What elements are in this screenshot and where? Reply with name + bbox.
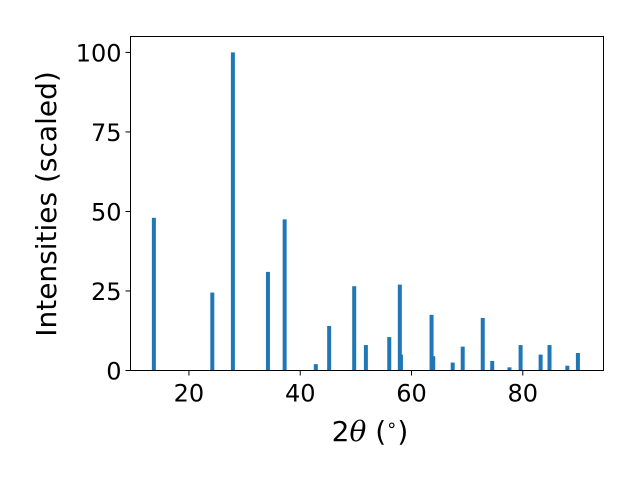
bar-16 — [480, 318, 485, 371]
y-tick-label-75: 75 — [91, 119, 122, 147]
x-tick-label-20: 20 — [174, 380, 205, 408]
bar-4 — [282, 219, 287, 371]
bar-20 — [538, 354, 543, 371]
bar-8 — [363, 345, 368, 371]
bar-3 — [265, 271, 270, 371]
x-axis-title-unit-open: ( — [366, 415, 386, 448]
bar-13 — [431, 356, 436, 371]
x-tick-label-40: 40 — [285, 380, 316, 408]
x-ticks: 20 40 60 80 — [174, 370, 539, 408]
bar-7 — [352, 286, 357, 371]
y-axis-title: Intensities (scaled) — [30, 71, 63, 337]
bar-12 — [429, 314, 434, 371]
y-tick-label-50: 50 — [91, 198, 122, 226]
bar-2 — [230, 52, 235, 371]
bar-5 — [313, 364, 318, 371]
bar-0 — [151, 217, 156, 371]
x-tick-label-60: 60 — [396, 380, 427, 408]
y-tick-label-0: 0 — [106, 358, 121, 386]
bar-18 — [507, 367, 512, 371]
x-axis-title: 2θ (∘) — [332, 415, 409, 448]
x-tick-label-80: 80 — [508, 380, 539, 408]
plot-frame — [130, 36, 604, 371]
x-axis-title-degree: ∘ — [386, 415, 397, 436]
x-axis-title-close: ) — [397, 415, 408, 448]
x-axis-title-prefix: 2 — [332, 415, 350, 448]
bar-17 — [490, 360, 495, 371]
bar-19 — [518, 345, 523, 371]
bar-21 — [547, 345, 552, 371]
bars-group — [151, 52, 580, 371]
y-ticks: 0 25 50 75 100 — [76, 39, 131, 386]
bar-15 — [460, 346, 465, 371]
bar-11 — [398, 354, 403, 371]
bar-9 — [387, 337, 392, 371]
y-tick-label-25: 25 — [91, 278, 122, 306]
bar-10 — [397, 284, 402, 371]
x-axis-title-symbol: θ — [349, 415, 366, 448]
bar-22 — [565, 365, 570, 371]
bar-6 — [327, 325, 332, 371]
bar-23 — [575, 353, 580, 371]
y-tick-label-100: 100 — [76, 39, 122, 67]
bar-1 — [210, 292, 215, 371]
bar-14 — [450, 362, 455, 371]
